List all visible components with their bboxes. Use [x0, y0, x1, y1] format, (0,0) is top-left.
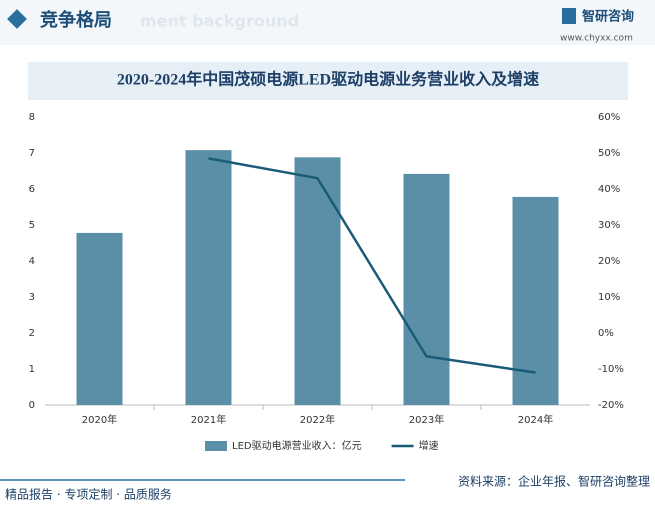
line: [208, 157, 536, 374]
logo: 智研咨询: [582, 9, 634, 25]
header-icon: [7, 9, 27, 29]
y2-tick-label: 60%: [598, 112, 620, 123]
bar: [76, 232, 123, 405]
y2-tick-label: 0%: [598, 328, 614, 339]
y2-tick-label: 20%: [598, 256, 620, 267]
header-bg-text: ment background: [140, 12, 299, 31]
footer-source: 资料来源：企业年报、智研咨询整理: [458, 474, 650, 489]
y-tick-label: 5: [29, 220, 35, 231]
x-tick-label: 2021年: [191, 413, 226, 426]
legend-label: 增速: [419, 439, 439, 452]
legend-label: LED驱动电源营业收入：亿元: [232, 439, 362, 452]
y-tick-label: 8: [29, 112, 35, 123]
y-tick-label: 2: [29, 328, 35, 339]
x-tick-label: 2022年: [300, 413, 335, 426]
chart-title: 2020-2024年中国茂硕电源LED驱动电源业务营业收入及增速: [117, 70, 539, 89]
header-title: 竞争格局: [40, 9, 112, 31]
x-tick-label: 2024年: [518, 413, 553, 426]
bar: [185, 150, 232, 405]
legend-swatch: [205, 441, 227, 451]
logo-icon: [562, 8, 576, 24]
y2-tick-label: 50%: [598, 148, 620, 159]
y-tick-label: 0: [29, 400, 35, 411]
bar: [512, 196, 559, 405]
y2-tick-label: 30%: [598, 220, 620, 231]
y-tick-label: 4: [29, 256, 35, 267]
y-tick-label: 7: [29, 148, 35, 159]
y2-tick-label: -20%: [598, 400, 624, 411]
title-bg: [28, 62, 628, 100]
y-tick-label: 3: [29, 292, 35, 303]
y2-tick-label: 10%: [598, 292, 620, 303]
bar: [294, 157, 341, 405]
y2-tick-label: 40%: [598, 184, 620, 195]
x-tick-label: 2023年: [409, 413, 444, 426]
bar: [403, 173, 450, 405]
header-bg: [0, 0, 655, 45]
x-tick-label: 2020年: [82, 413, 117, 426]
y2-tick-label: -10%: [598, 364, 624, 375]
y-tick-label: 1: [29, 364, 35, 375]
footer-left: 精品报告 · 专项定制 · 品质服务: [5, 487, 172, 502]
y-tick-label: 6: [29, 184, 35, 195]
url: www.chyxx.com: [560, 34, 633, 44]
